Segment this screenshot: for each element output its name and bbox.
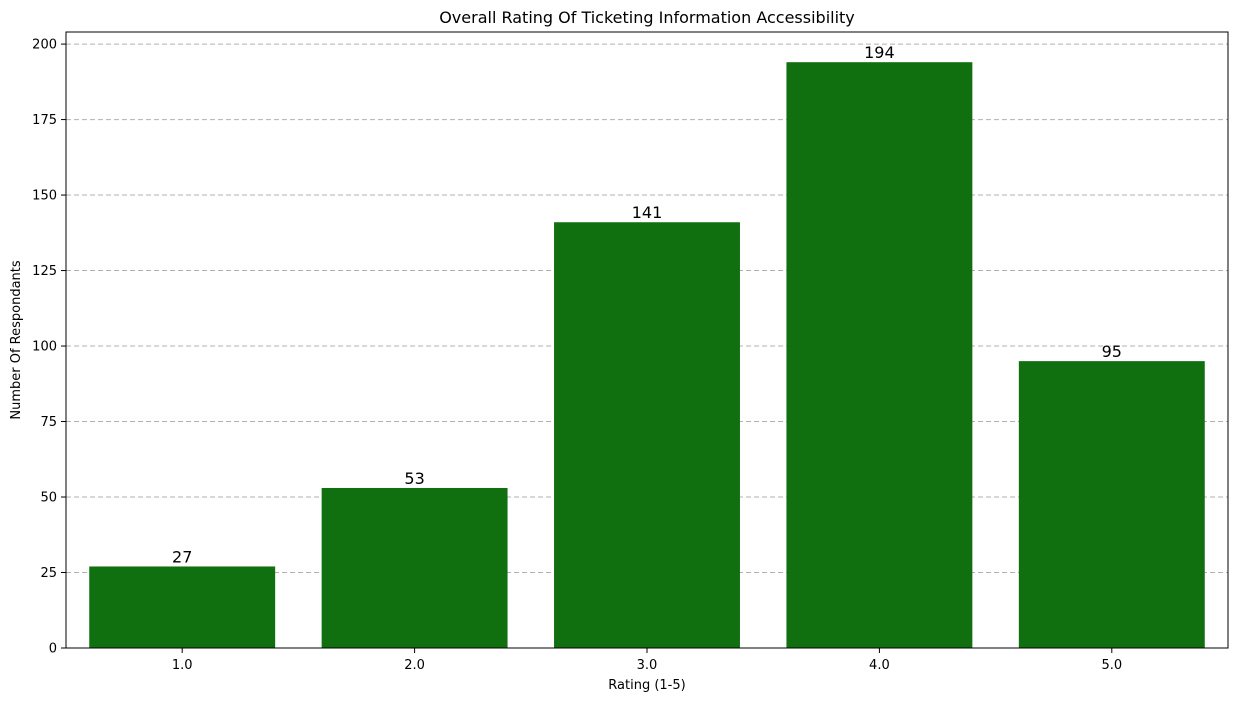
x-tick-label: 5.0: [1101, 658, 1122, 673]
y-tick-label: 200: [32, 38, 57, 53]
data-labels: 27 53 141 194 95: [172, 43, 1122, 566]
chart-title: Overall Rating Of Ticketing Information …: [439, 8, 855, 27]
y-tick-label: 75: [40, 415, 57, 430]
y-tick-label: 125: [32, 264, 57, 279]
y-tick-label: 0: [49, 642, 57, 657]
y-tick-label: 25: [40, 566, 57, 581]
bar: [786, 62, 973, 648]
data-label: 194: [864, 43, 895, 62]
y-tick-label: 150: [32, 189, 57, 204]
x-axis-label: Rating (1-5): [608, 678, 685, 693]
bar: [89, 566, 276, 648]
x-tick-label: 2.0: [404, 658, 425, 673]
bar: [554, 222, 740, 648]
y-tick-label: 175: [32, 113, 57, 128]
data-label: 53: [404, 469, 424, 488]
plot-frame: [65, 31, 1229, 649]
x-tick-label: 3.0: [637, 658, 658, 673]
y-tick-label: 50: [40, 491, 57, 506]
x-tick-label: 4.0: [869, 658, 890, 673]
bars: [89, 62, 1205, 648]
y-axis-label: Number Of Respondants: [9, 260, 24, 420]
x-axis-ticks: 1.0 2.0 3.0 4.0 5.0: [172, 648, 1122, 673]
bar: [321, 487, 508, 648]
data-label: 95: [1102, 342, 1122, 361]
data-label: 27: [172, 547, 192, 566]
y-tick-label: 100: [32, 340, 57, 355]
x-tick-label: 1.0: [172, 658, 193, 673]
data-label: 141: [632, 203, 663, 222]
y-axis-ticks: 0 25 50 75 100 125 150 175 200: [32, 38, 66, 657]
bar: [1018, 361, 1205, 648]
